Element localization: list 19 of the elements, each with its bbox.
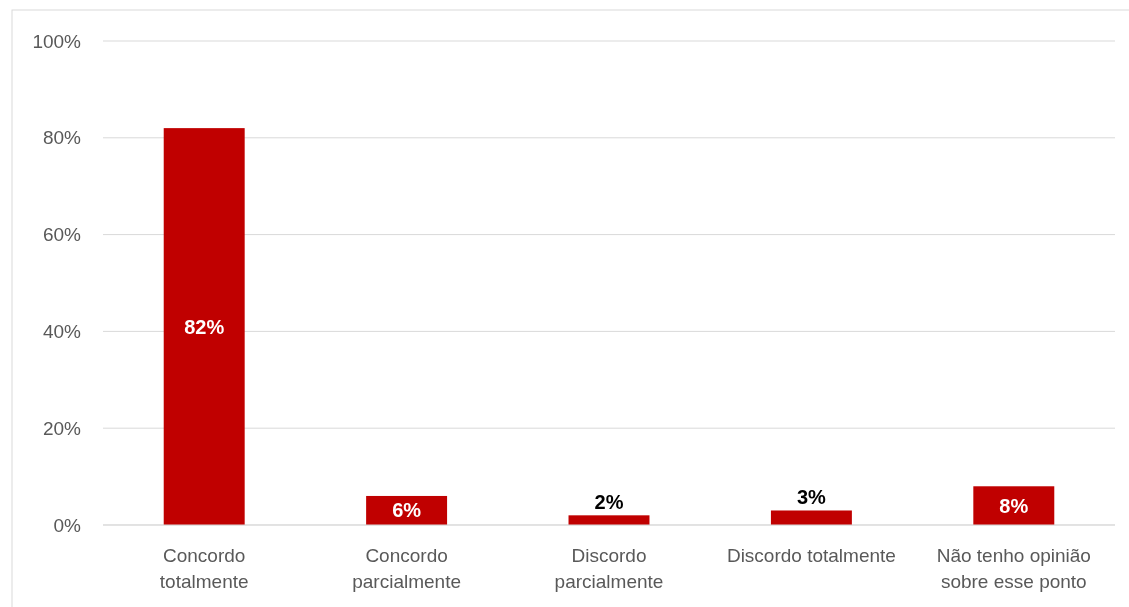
data-label: 8% xyxy=(999,494,1029,517)
data-label: 82% xyxy=(184,315,225,338)
y-tick-label: 20% xyxy=(42,417,82,439)
y-tick-label: 40% xyxy=(42,320,82,342)
data-label: 6% xyxy=(392,499,422,522)
y-tick-label: 0% xyxy=(53,514,82,536)
y-tick-label: 100% xyxy=(32,30,82,52)
x-tick-label: Concordo totalmente xyxy=(159,545,249,592)
x-tick-label: Discordo totalmente xyxy=(726,545,896,566)
y-tick-label: 60% xyxy=(42,224,82,246)
bar xyxy=(568,515,650,525)
data-label: 2% xyxy=(594,491,624,514)
y-tick-label: 80% xyxy=(42,127,82,149)
bar xyxy=(163,128,245,525)
x-tick-label: Discordo parcialmente xyxy=(554,545,664,592)
bar xyxy=(770,510,852,525)
x-tick-label: Não tenho opinião sobre esse ponto xyxy=(936,545,1091,592)
x-tick-label: Concordo parcialmente xyxy=(352,545,461,592)
data-label: 3% xyxy=(796,486,827,509)
